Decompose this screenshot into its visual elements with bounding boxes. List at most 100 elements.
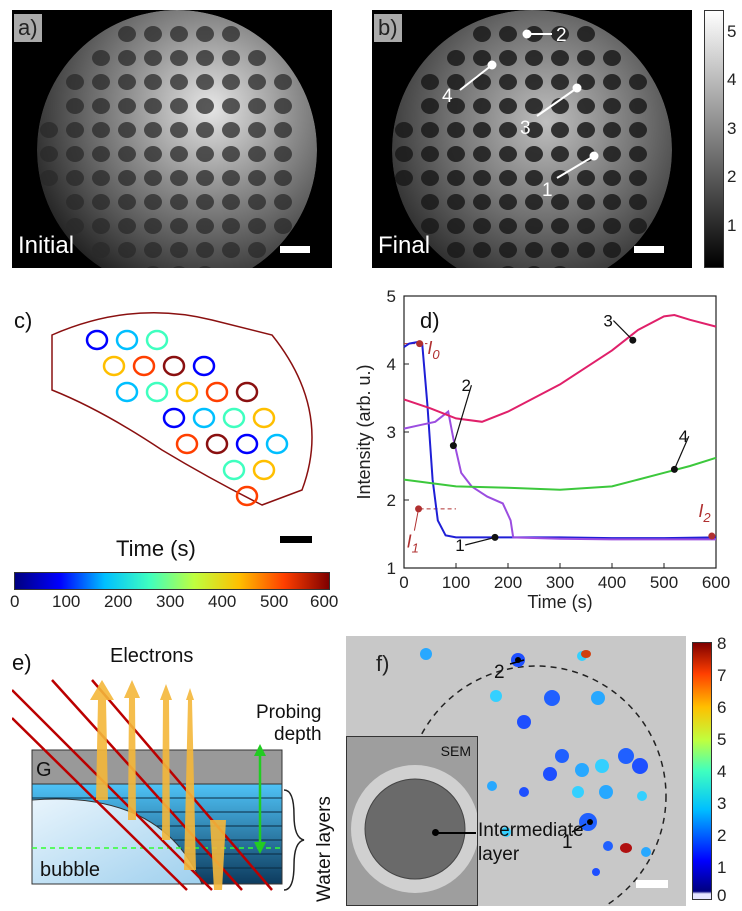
hole bbox=[40, 170, 58, 186]
panel-a-image bbox=[12, 10, 332, 290]
hole bbox=[499, 194, 517, 210]
y-tick-label: 1 bbox=[387, 559, 396, 578]
hole bbox=[118, 218, 136, 234]
hole bbox=[551, 122, 569, 138]
jet-tick: 3 bbox=[717, 794, 727, 813]
jet-tick: 4 bbox=[717, 762, 727, 781]
scale-bar bbox=[280, 246, 310, 253]
colorbar-tick: 300 bbox=[156, 592, 185, 611]
y-axis-label: Intensity (arb. u.) bbox=[354, 364, 374, 499]
hole bbox=[525, 50, 543, 66]
hole bbox=[447, 242, 465, 258]
contour-ring bbox=[145, 329, 169, 351]
colorbar-tick: 100 bbox=[52, 592, 81, 611]
x-tick-label: 400 bbox=[598, 573, 626, 592]
hole bbox=[473, 194, 491, 210]
panel-f: 2 1 f) SEM Intermediate layer bbox=[346, 636, 686, 911]
i1-annotation-sub: 1 bbox=[412, 541, 419, 556]
hole bbox=[395, 122, 413, 138]
hole bbox=[248, 194, 266, 210]
colorbar-tick: 400 bbox=[208, 592, 237, 611]
bubble-label: bubble bbox=[40, 859, 100, 881]
panel-f-scale-bar bbox=[636, 880, 668, 888]
sem-inset: SEM bbox=[346, 736, 479, 906]
hole bbox=[447, 194, 465, 210]
jet-tick: 6 bbox=[717, 698, 727, 717]
i2-dot bbox=[708, 532, 716, 540]
hole bbox=[473, 170, 491, 186]
hole bbox=[118, 170, 136, 186]
hole bbox=[473, 74, 491, 90]
hole bbox=[603, 122, 621, 138]
marker-1-label: 1 bbox=[542, 180, 553, 201]
hv-label: hv bbox=[52, 703, 73, 725]
hole bbox=[603, 194, 621, 210]
hole bbox=[92, 50, 110, 66]
hole bbox=[525, 242, 543, 258]
x-tick-label: 500 bbox=[650, 573, 678, 592]
hole bbox=[525, 74, 543, 90]
hole bbox=[629, 122, 647, 138]
hole bbox=[92, 74, 110, 90]
hole bbox=[603, 98, 621, 114]
gray-colorbar-tick: 3 bbox=[727, 119, 737, 138]
hole bbox=[248, 218, 266, 234]
callout-line bbox=[452, 385, 473, 446]
hole bbox=[473, 26, 491, 42]
hole bbox=[577, 194, 595, 210]
depth-label: depth bbox=[274, 724, 322, 745]
hole bbox=[274, 74, 292, 90]
layer-label: layer bbox=[478, 844, 520, 865]
hole bbox=[92, 242, 110, 258]
spot bbox=[501, 827, 511, 837]
hole bbox=[222, 194, 240, 210]
hole bbox=[196, 146, 214, 162]
hole bbox=[144, 74, 162, 90]
contour-ring bbox=[162, 355, 186, 377]
hole bbox=[144, 26, 162, 42]
i0-annotation-sub: 0 bbox=[432, 347, 440, 362]
contour-ring bbox=[162, 407, 186, 429]
hole bbox=[447, 98, 465, 114]
intermediate-dot bbox=[432, 829, 439, 836]
spot bbox=[575, 763, 589, 777]
jet-tick: 7 bbox=[717, 666, 727, 685]
hole bbox=[551, 50, 569, 66]
hole bbox=[170, 26, 188, 42]
panel-c-contour-map bbox=[51, 312, 313, 507]
hole bbox=[551, 194, 569, 210]
panel-a: a) Initial bbox=[12, 10, 332, 290]
contour-ring bbox=[205, 433, 229, 455]
panel-e-label: e) bbox=[12, 650, 32, 675]
panel-a-caption: Initial bbox=[18, 232, 75, 259]
hole bbox=[66, 218, 84, 234]
sem-label: SEM bbox=[440, 743, 471, 759]
f-marker-1: 1 bbox=[562, 832, 573, 853]
jet-colorbar bbox=[692, 642, 712, 900]
gray-colorbar-tick: 4 bbox=[727, 70, 737, 89]
hole bbox=[144, 98, 162, 114]
hole bbox=[421, 170, 439, 186]
colorbar-tick: 0 bbox=[10, 592, 20, 611]
hole bbox=[447, 218, 465, 234]
spot bbox=[420, 648, 432, 660]
contour-ring bbox=[235, 485, 259, 507]
hole bbox=[395, 170, 413, 186]
panel-b-caption: Final bbox=[378, 232, 431, 259]
hole bbox=[118, 194, 136, 210]
callout-dot bbox=[449, 442, 457, 450]
hole bbox=[473, 50, 491, 66]
hole bbox=[421, 74, 439, 90]
hole bbox=[499, 74, 517, 90]
series-line-2 bbox=[403, 409, 716, 541]
contour-ring bbox=[235, 381, 259, 403]
contour-ring bbox=[222, 407, 246, 429]
hole bbox=[248, 242, 266, 258]
spot bbox=[592, 868, 600, 876]
spot bbox=[581, 650, 591, 658]
hole bbox=[40, 146, 58, 162]
spot bbox=[603, 841, 613, 851]
hole bbox=[248, 170, 266, 186]
panel-d-label: d) bbox=[420, 308, 440, 333]
panel-c-label: c) bbox=[14, 308, 33, 333]
